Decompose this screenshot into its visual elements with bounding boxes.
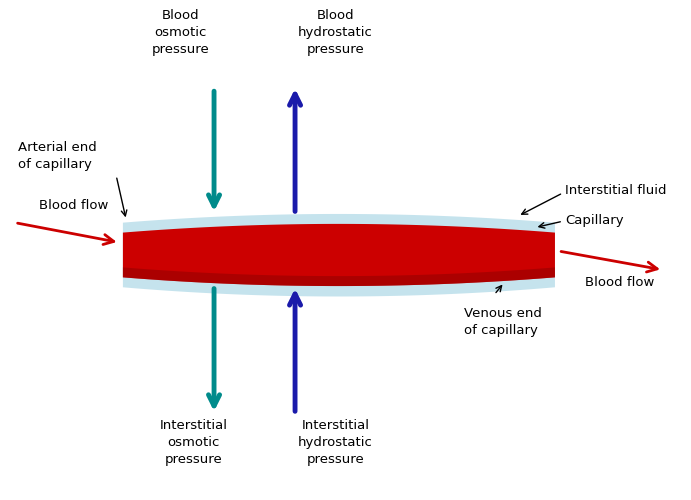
Text: Capillary: Capillary [565, 214, 624, 226]
Polygon shape [123, 268, 555, 286]
Text: Blood
hydrostatic
pressure: Blood hydrostatic pressure [298, 9, 373, 56]
Text: Interstitial
osmotic
pressure: Interstitial osmotic pressure [160, 419, 228, 466]
Text: Interstitial fluid: Interstitial fluid [565, 184, 667, 197]
Text: Blood flow: Blood flow [39, 198, 108, 212]
Text: Venous end
of capillary: Venous end of capillary [464, 307, 542, 337]
Text: Blood flow: Blood flow [585, 276, 654, 289]
Text: Blood
osmotic
pressure: Blood osmotic pressure [151, 9, 209, 56]
Text: Interstitial
hydrostatic
pressure: Interstitial hydrostatic pressure [298, 419, 373, 466]
Text: Arterial end
of capillary: Arterial end of capillary [18, 140, 97, 170]
Polygon shape [123, 224, 555, 286]
Polygon shape [123, 214, 555, 296]
